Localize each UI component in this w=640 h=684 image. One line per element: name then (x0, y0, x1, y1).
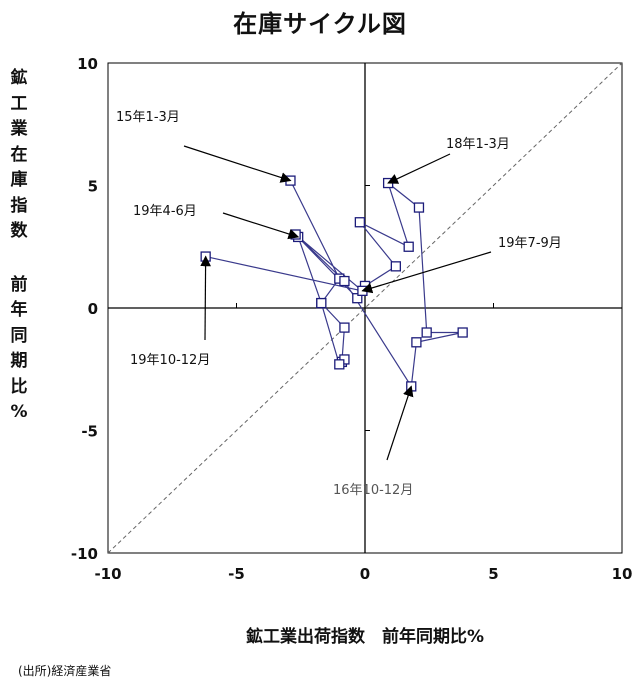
y-tick-label: -10 (71, 545, 98, 563)
y-axis-label-char: 庫 (10, 170, 28, 190)
y-axis-label-char: 前 (10, 274, 28, 295)
reference-45deg-line (107, 62, 623, 554)
y-axis-label-char: 同 (10, 325, 28, 346)
annotation-label: 18年1-3月 (446, 137, 510, 152)
y-axis-label: 鉱工業在庫指数 前年同期比% (4, 66, 34, 426)
source-note: (出所)経済産業省 (18, 664, 112, 678)
data-point (421, 327, 432, 338)
data-point (411, 337, 422, 348)
data-point (403, 241, 414, 252)
y-axis-label-char: 工 (10, 93, 28, 114)
y-axis-label-top: 鉱工業在庫指数 (4, 66, 34, 245)
annotation-label: 19年7-9月 (498, 236, 562, 251)
y-tick-label: 10 (77, 55, 98, 73)
y-axis-label-char: 鉱 (10, 68, 28, 88)
y-axis-label-char: 年 (10, 300, 28, 320)
x-tick-label: 0 (360, 565, 370, 583)
data-point (334, 359, 345, 370)
annotation-label: 16年10-12月 (333, 483, 413, 498)
data-point (390, 261, 401, 272)
data-point (354, 217, 366, 228)
data-point (316, 297, 327, 309)
chart-title: 在庫サイクル図 (233, 10, 407, 38)
y-axis-label-char: 数 (10, 221, 28, 241)
y-axis-label-bottom: 前年同期比% (4, 273, 34, 426)
x-tick-label: 10 (612, 565, 633, 583)
annotation-arrow (183, 145, 292, 183)
data-point (339, 322, 350, 333)
y-tick-label: 5 (88, 178, 98, 196)
data-point (457, 327, 468, 338)
x-axis-label: 鉱工業出荷指数 前年同期比% (245, 627, 485, 647)
annotation-arrow (386, 385, 414, 461)
y-tick-label: 0 (88, 300, 98, 318)
y-axis-label-char: 比 (10, 376, 28, 397)
annotation-arrow (387, 153, 451, 184)
y-axis-label-char: 在 (10, 144, 28, 165)
annotation-label: 19年4-6月 (133, 204, 197, 219)
y-axis-label-char: 期 (10, 351, 28, 371)
annotation-label: 15年1-3月 (116, 110, 180, 125)
annotation-arrow (361, 251, 492, 294)
x-tick-label: -5 (228, 565, 245, 583)
data-point (339, 275, 350, 287)
y-axis-label-char: 指 (10, 195, 28, 216)
x-tick-label: 5 (488, 565, 498, 583)
y-tick-label: -5 (81, 423, 98, 441)
data-point (413, 202, 425, 213)
annotation-arrow (222, 212, 300, 240)
annotation-label: 19年10-12月 (130, 353, 210, 368)
x-tick-label: -10 (94, 565, 121, 583)
annotation-arrow (200, 255, 211, 341)
y-axis-label-char: % (10, 402, 28, 422)
y-axis-label-char: 業 (10, 119, 28, 139)
